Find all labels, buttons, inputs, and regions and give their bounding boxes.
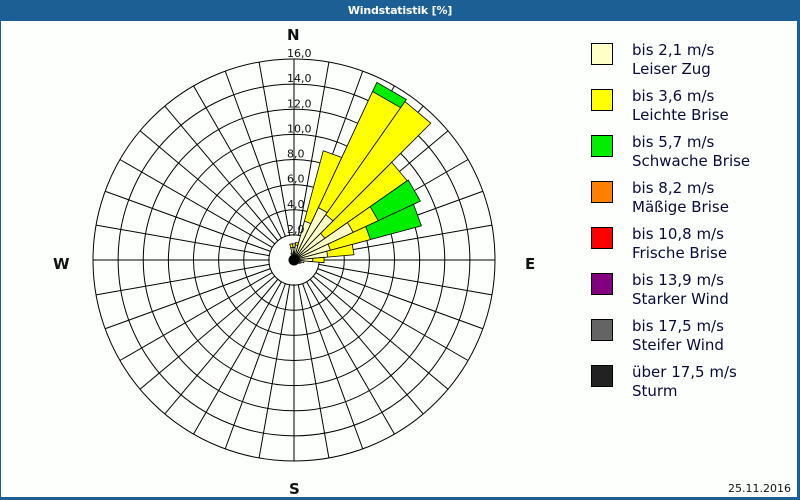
wind-rose-chart: 2,0 4,0 6,0 8,0 10,0 12,0 14,0 16,0 (92, 47, 496, 462)
grid-spoke (119, 159, 273, 248)
grid-spoke (309, 278, 424, 415)
radial-tick-label: 16,0 (287, 47, 312, 60)
grid-spoke (164, 105, 279, 242)
grid-spoke (95, 224, 270, 257)
legend-name: Leiser Zug (632, 60, 711, 78)
legend-speed: bis 13,9 m/s (632, 271, 724, 289)
legend-name: Sturm (632, 382, 678, 400)
legend-name: Starker Wind (632, 290, 729, 308)
legend-swatch (591, 43, 613, 65)
legend-speed: über 17,5 m/s (632, 363, 737, 381)
grid-spoke (104, 268, 271, 330)
radial-tick-label: 2,0 (287, 223, 305, 236)
grid-spoke (224, 70, 286, 237)
window-title: Windstatistik [%] (347, 4, 453, 17)
legend-name: Schwache Brise (632, 152, 751, 170)
grid-spoke (224, 283, 286, 450)
grid-spoke (139, 275, 276, 390)
grid-spoke (119, 272, 273, 361)
compass-north-label: N (287, 26, 300, 44)
radial-tick-label: 12,0 (287, 97, 312, 110)
rose-sector (290, 247, 295, 261)
grid-spoke (317, 268, 484, 330)
legend-name: Steifer Wind (632, 336, 724, 354)
grid-spoke (104, 190, 271, 252)
radial-tick-label: 6,0 (287, 173, 305, 186)
grid-spoke (315, 272, 469, 361)
radial-tick-label: 8,0 (287, 148, 305, 161)
legend-name: Leichte Brise (632, 106, 729, 124)
grid-spoke (306, 281, 395, 435)
compass-south-label: S (289, 480, 300, 498)
legend-speed: bis 5,7 m/s (632, 133, 715, 151)
compass-west-label: W (53, 255, 70, 273)
legend-swatch (591, 227, 613, 249)
grid-spoke (297, 61, 330, 236)
grid-spoke (164, 278, 279, 415)
grid-spoke (302, 283, 364, 450)
date-stamp: 25.11.2016 (728, 482, 791, 495)
grid-spoke (258, 284, 291, 459)
legend-speed: bis 17,5 m/s (632, 317, 724, 335)
grid-spoke (95, 263, 270, 296)
legend-swatch (591, 181, 613, 203)
legend-swatch (591, 89, 613, 111)
grid-spoke (312, 275, 449, 390)
grid-spoke (258, 61, 291, 236)
legend-speed: bis 3,6 m/s (632, 87, 715, 105)
chart-panel: 2,0 4,0 6,0 8,0 10,0 12,0 14,0 16,0 N E S W bis… (1, 21, 797, 498)
radial-tick-label: 10,0 (287, 122, 312, 135)
grid-spoke (139, 130, 276, 245)
grid-spoke (318, 263, 493, 296)
grid-spoke (297, 284, 330, 459)
legend-speed: bis 10,8 m/s (632, 225, 724, 243)
compass-east-label: E (525, 255, 536, 273)
radial-tick-label: 4,0 (287, 198, 305, 211)
radial-tick-label: 14,0 (287, 72, 312, 85)
legend-speed: bis 2,1 m/s (632, 41, 715, 59)
legend-swatch (591, 365, 613, 387)
grid-spoke (193, 281, 282, 435)
grid-spoke (193, 85, 282, 239)
legend-swatch (591, 273, 613, 295)
legend-speed: bis 8,2 m/s (632, 179, 715, 197)
legend-name: Frische Brise (632, 244, 728, 262)
legend-swatch (591, 319, 613, 341)
legend-swatch (591, 135, 613, 157)
legend-name: Mäßige Brise (632, 198, 729, 216)
